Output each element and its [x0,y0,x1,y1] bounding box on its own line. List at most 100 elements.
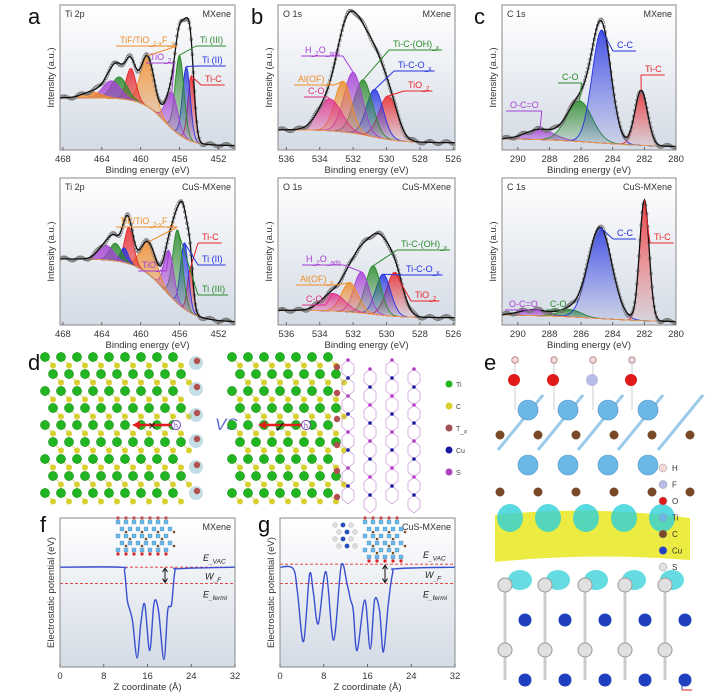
ti-atom [160,369,170,379]
atom [156,530,160,534]
atom [390,554,396,560]
ti-atom [96,403,106,413]
leader-line [336,282,350,286]
cus-atom [368,475,372,479]
h-atom [628,356,636,364]
ti-atom [259,488,269,498]
legend-label: Cu [456,448,465,455]
label-text: Ti (II) [202,254,223,264]
spectrum-title: C 1s [507,182,526,192]
atom [374,526,380,532]
subscript: _x [432,270,441,277]
data-point [233,145,235,149]
label-text: Ti-C [205,74,222,84]
ti-atom [243,454,253,464]
x-tick-label: 526 [445,154,461,165]
c-atom [154,379,160,386]
label-text: TiO [415,290,429,300]
c-atom [130,498,136,505]
s-atom [537,642,553,658]
ti-atom [299,437,309,447]
ti-atom [557,399,579,421]
c-atom [685,430,695,440]
component-label: O-C=O [510,100,539,110]
atom [115,533,121,539]
x-tick-label: 8 [321,671,326,682]
c-atom [261,481,267,488]
x-tick-label: 284 [605,329,621,340]
atom [128,537,132,541]
atom [378,533,384,539]
ti-atom [136,386,146,396]
ti-atom [315,403,325,413]
tx-atom [333,441,341,449]
ti-atom [56,386,66,396]
label-text: C-O [306,294,323,304]
ti-atom [299,471,309,481]
tx-atom [333,493,341,501]
y-axis-label: Electrostatic potential (eV) [46,537,57,648]
c-atom [50,464,56,471]
label-text: TiO [150,52,164,62]
subscript: _2-x [148,222,162,229]
c-atom [341,413,347,420]
c-atom [66,430,72,437]
x-tick-label: 460 [133,329,149,340]
cus-bond [385,467,399,487]
component-fill [60,243,235,322]
c-atom [261,379,267,386]
atom [398,526,404,532]
ti-atom [307,352,317,362]
atom [383,559,387,563]
cus-bond [363,476,377,496]
ti-atom [112,471,122,481]
x-tick-label: 530 [379,329,395,340]
subscript: _2 [163,58,172,65]
c-atom [647,430,657,440]
atom [143,540,149,546]
cus-bond [363,404,377,424]
ti-atom [299,369,309,379]
label-text: C-O [308,86,325,96]
c-atom [82,430,88,437]
cus-atom [346,412,350,416]
ion-icon [301,420,311,430]
c-atom [309,379,315,386]
c-atom [293,481,299,488]
component-label: TiO_2 [142,260,164,273]
ti-atom [275,352,285,362]
leader-line [177,229,199,296]
c-atom [122,379,128,386]
tx-atom [193,461,201,469]
cus-atom [390,448,394,452]
c-atom [66,396,72,403]
y-axis-label: Intensity (a.u.) [46,47,57,107]
c-atom [293,447,299,454]
leader-line [189,242,199,269]
cus-bond [407,386,421,406]
h-atom [511,356,519,364]
ti-atom [267,437,277,447]
ti-atom [40,420,50,430]
c-atom [82,464,88,471]
ti-atom [227,454,237,464]
atom [391,551,395,555]
plot-frame [277,4,456,151]
arrow-head [258,421,266,429]
c-atom [162,464,168,471]
ti-atom [168,488,178,498]
cus-atom [390,466,394,470]
c-atom [98,430,104,437]
atom [394,519,400,525]
atom [371,530,375,534]
atom [370,533,376,539]
subscript: _fermi [428,595,448,602]
atom [131,533,137,539]
cus-atom [346,358,350,362]
c-atom [253,464,259,471]
cu-atom [558,673,572,687]
x-tick-label: 286 [573,154,589,165]
label-text: C [456,404,461,411]
component-label: Al(OF)_x [300,274,334,287]
ti-atom [72,420,82,430]
